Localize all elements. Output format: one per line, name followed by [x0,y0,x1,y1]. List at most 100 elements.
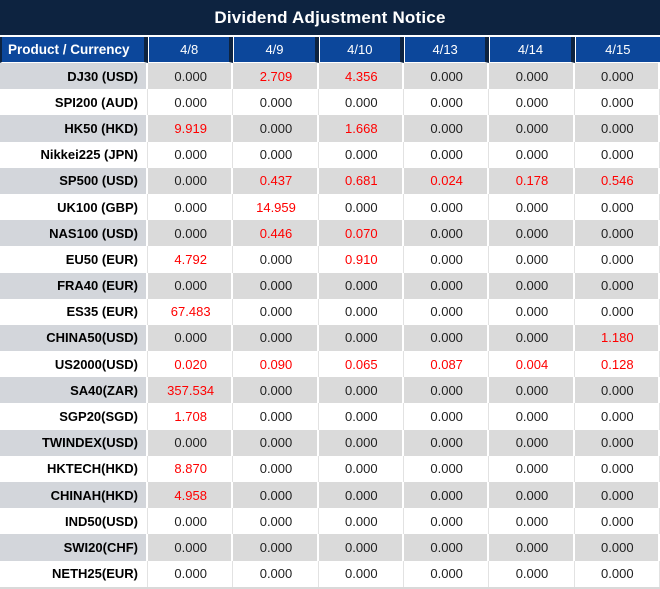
value-cell: 0.000 [233,534,319,561]
value-cell: 0.000 [148,193,234,221]
value-cell: 0.000 [148,429,234,456]
value-cell: 0.000 [489,508,575,535]
value-cell: 0.681 [318,167,404,194]
value-cell: 0.070 [318,220,404,247]
product-cell: IND50(USD) [0,508,148,535]
value-cell: 0.000 [489,455,575,482]
table-row: SGP20(SGD) 1.708 0.000 0.000 0.000 0.000 0.000 [0,403,660,430]
value-cell: 0.000 [489,141,575,168]
value-cell: 0.000 [403,220,490,247]
value-cell: 0.446 [233,220,319,247]
value-cell: 0.020 [148,351,234,378]
date-header: 4/13 [403,37,490,63]
value-cell: 0.000 [489,298,575,325]
value-cell: 0.000 [489,272,575,299]
product-cell: HKTECH(HKD) [0,455,148,482]
value-cell: 0.000 [489,482,575,509]
value-cell: 0.000 [318,429,404,456]
product-currency-header: Product / Currency [0,37,148,63]
product-cell: HK50 (HKD) [0,115,148,142]
value-cell: 0.000 [403,246,490,273]
value-cell: 0.000 [233,89,319,116]
product-cell: DJ30 (USD) [0,63,148,90]
value-cell: 0.000 [403,63,490,90]
product-cell: SGP20(SGD) [0,403,148,430]
table-row: CHINAH(HKD) 4.958 0.000 0.000 0.000 0.000 0.00… [0,482,660,509]
value-cell: 0.024 [403,167,490,194]
value-cell: 0.000 [233,272,319,299]
value-cell: 0.000 [318,89,404,116]
value-cell: 0.000 [574,246,660,273]
value-cell: 0.000 [489,63,575,90]
date-header: 4/8 [148,37,234,63]
product-cell: SA40(ZAR) [0,377,148,404]
value-cell: 0.000 [403,377,490,404]
value-cell: 0.000 [574,220,660,247]
value-cell: 0.000 [574,272,660,299]
value-cell: 0.000 [403,298,490,325]
product-cell: TWINDEX(USD) [0,429,148,456]
product-cell: NAS100 (USD) [0,220,148,247]
table-row: IND50(USD) 0.000 0.000 0.000 0.000 0.000 0.000 [0,508,660,535]
dividend-table: Product / Currency 4/8 4/9 4/10 4/13 4/14 4/15… [0,37,660,589]
value-cell: 0.000 [233,482,319,509]
value-cell: 0.000 [403,324,490,352]
value-cell: 0.000 [574,89,660,116]
value-cell: 0.000 [403,534,490,561]
value-cell: 0.000 [574,482,660,509]
value-cell: 0.000 [148,560,234,587]
value-cell: 0.000 [148,220,234,247]
table-row: CHINA50(USD) 0.000 0.000 0.000 0.000 0.000 1.1… [0,324,660,352]
table-row: NETH25(EUR) 0.000 0.000 0.000 0.000 0.000 0.00… [0,560,660,587]
date-header: 4/10 [318,37,404,63]
value-cell: 1.668 [318,115,404,142]
value-cell: 0.000 [148,89,234,116]
table-row: TWINDEX(USD) 0.000 0.000 0.000 0.000 0.000 0.0… [0,429,660,456]
table-row: FRA40 (EUR) 0.000 0.000 0.000 0.000 0.000 0.00… [0,272,660,299]
value-cell: 0.000 [318,193,404,221]
value-cell: 0.065 [318,351,404,378]
value-cell: 357.534 [148,377,234,404]
table-row: EU50 (EUR) 4.792 0.000 0.910 0.000 0.000 0.000 [0,246,660,273]
product-cell: CHINAH(HKD) [0,482,148,509]
page-title: Dividend Adjustment Notice [214,7,446,27]
value-cell: 1.708 [148,403,234,430]
value-cell: 0.000 [233,377,319,404]
value-cell: 0.000 [574,534,660,561]
table-row: Nikkei225 (JPN) 0.000 0.000 0.000 0.000 0.000… [0,141,660,168]
value-cell: 0.000 [318,324,404,352]
value-cell: 0.000 [574,455,660,482]
value-cell: 0.000 [318,298,404,325]
value-cell: 0.000 [574,193,660,221]
table-row: NAS100 (USD) 0.000 0.446 0.070 0.000 0.000 0.0… [0,220,660,247]
value-cell: 0.000 [403,560,490,587]
value-cell: 0.000 [318,482,404,509]
value-cell: 0.000 [148,324,234,352]
value-cell: 0.000 [148,141,234,168]
value-cell: 0.000 [403,141,490,168]
value-cell: 1.180 [574,324,660,352]
value-cell: 0.000 [318,534,404,561]
value-cell: 0.000 [318,377,404,404]
value-cell: 0.000 [318,403,404,430]
table-row: HKTECH(HKD) 8.870 0.000 0.000 0.000 0.000 0.00… [0,455,660,482]
value-cell: 0.000 [148,508,234,535]
value-cell: 0.128 [574,351,660,378]
value-cell: 0.000 [489,403,575,430]
value-cell: 0.000 [489,193,575,221]
product-cell: US2000(USD) [0,351,148,378]
product-cell: SPI200 (AUD) [0,89,148,116]
product-cell: CHINA50(USD) [0,324,148,352]
value-cell: 0.000 [233,298,319,325]
product-cell: EU50 (EUR) [0,246,148,273]
value-cell: 0.000 [148,534,234,561]
date-header: 4/15 [574,37,660,63]
value-cell: 0.000 [489,324,575,352]
table-row: SPI200 (AUD) 0.000 0.000 0.000 0.000 0.000 0.0… [0,89,660,116]
value-cell: 0.000 [489,89,575,116]
value-cell: 0.000 [233,403,319,430]
value-cell: 0.000 [489,429,575,456]
value-cell: 0.000 [233,508,319,535]
notice-title-bar: Dividend Adjustment Notice [0,0,660,37]
